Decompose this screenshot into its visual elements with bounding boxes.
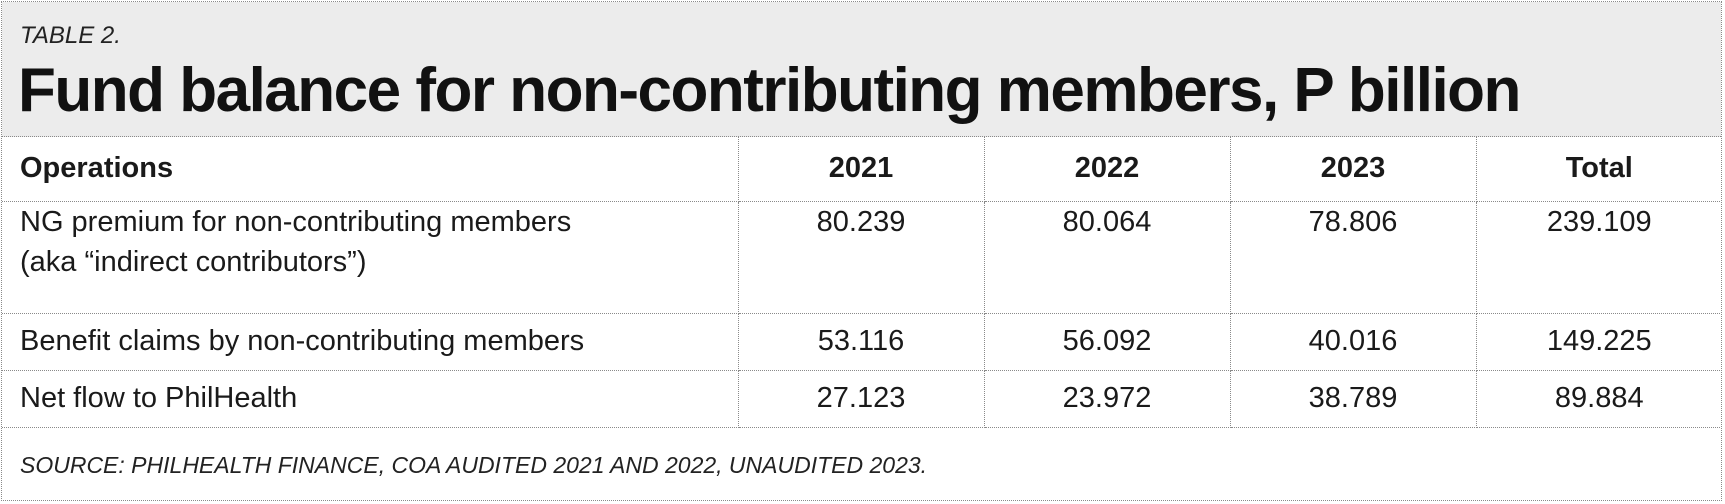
value-2022: 80.064 — [984, 201, 1231, 314]
value-total: 89.884 — [1476, 370, 1721, 428]
column-header-operations: Operations — [2, 137, 739, 202]
table-header: TABLE 2. Fund balance for non-contributi… — [2, 2, 1721, 137]
table-row: NG premium for non-contributing members … — [2, 201, 1721, 314]
value-2021: 80.239 — [738, 201, 985, 314]
table-row: Net flow to PhilHealth 27.123 23.972 38.… — [2, 370, 1721, 428]
column-header-row: Operations 2021 2022 2023 Total — [2, 137, 1721, 202]
column-header-2023: 2023 — [1230, 137, 1477, 202]
value-2022: 56.092 — [984, 313, 1231, 371]
value-2022: 23.972 — [984, 370, 1231, 428]
column-header-2022: 2022 — [984, 137, 1231, 202]
column-header-total: Total — [1476, 137, 1721, 202]
operation-label: NG premium for non-contributing members — [20, 205, 572, 238]
fund-balance-table: Operations 2021 2022 2023 Total NG premi… — [2, 137, 1721, 428]
value-2023: 38.789 — [1230, 370, 1477, 428]
table-label: TABLE 2. — [20, 22, 121, 49]
value-2023: 40.016 — [1230, 313, 1477, 371]
value-2021: 53.116 — [738, 313, 985, 371]
column-header-2021: 2021 — [738, 137, 985, 202]
operation-label: Net flow to PhilHealth — [2, 370, 739, 428]
value-total: 239.109 — [1476, 201, 1721, 314]
value-2023: 78.806 — [1230, 201, 1477, 314]
value-2021: 27.123 — [738, 370, 985, 428]
operation-cell: NG premium for non-contributing members … — [2, 201, 739, 314]
table-title: Fund balance for non-contributing member… — [18, 56, 1521, 125]
value-total: 149.225 — [1476, 313, 1721, 371]
operation-label-note: (aka “indirect contributors”) — [20, 245, 367, 278]
table-row: Benefit claims by non-contributing membe… — [2, 313, 1721, 371]
source-note: SOURCE: PHILHEALTH FINANCE, COA AUDITED … — [20, 452, 928, 478]
operation-label: Benefit claims by non-contributing membe… — [2, 313, 739, 371]
